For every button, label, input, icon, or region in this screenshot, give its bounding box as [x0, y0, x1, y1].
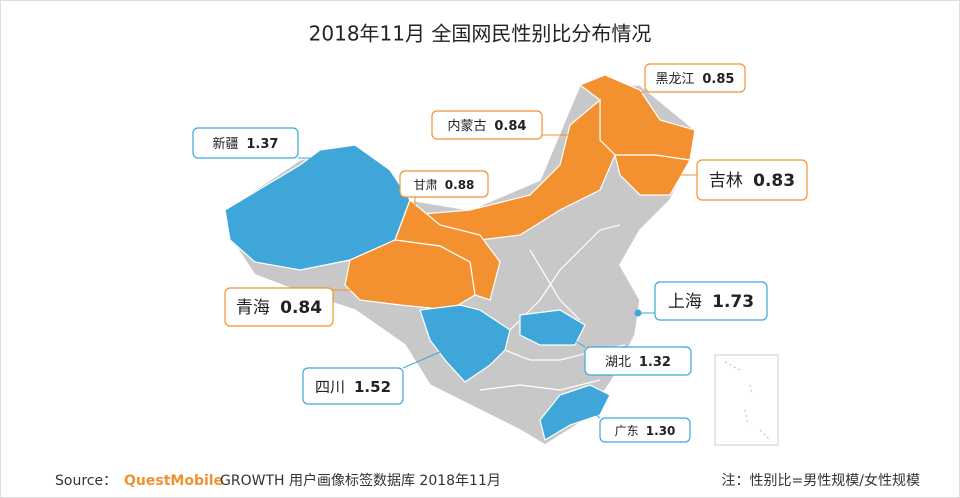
value-label: 1.52	[354, 378, 391, 396]
value-label: 1.30	[646, 424, 676, 438]
callout-pointer	[402, 351, 441, 369]
callout-pointer	[564, 334, 586, 348]
inset-islands	[724, 361, 771, 441]
value-label: 0.83	[753, 171, 795, 191]
chart-title: 2018年11月 全国网民性别比分布情况	[309, 22, 652, 46]
region-name: 新疆	[213, 136, 239, 152]
value-label: 0.84	[280, 298, 322, 318]
region-name: 吉林	[709, 171, 743, 191]
callout-label: 黑龙江 0.85	[656, 72, 735, 87]
callout-label: 新疆 1.37	[213, 136, 279, 152]
value-label: 1.32	[639, 355, 671, 370]
inset-south-sea	[714, 354, 779, 446]
callout-label: 湖北 1.32	[605, 355, 671, 370]
province-borders	[509, 224, 621, 331]
callout-label: 上海 1.73	[668, 292, 754, 312]
callout-box	[696, 159, 808, 201]
source-text: GROWTH 用户画像标签数据库 2018年11月	[220, 472, 501, 489]
province-region	[344, 239, 476, 311]
province-borders	[529, 249, 581, 321]
region-name: 甘肃	[414, 178, 438, 192]
callout-label: 广东 1.30	[615, 424, 676, 438]
region-name: 广东	[615, 424, 639, 438]
value-label: 1.37	[246, 137, 278, 152]
region-name: 青海	[236, 298, 270, 318]
value-label: 0.88	[445, 178, 475, 192]
callout-label: 内蒙古 0.84	[448, 118, 527, 134]
callout-box	[399, 170, 489, 198]
callout-label: 青海 0.84	[236, 298, 322, 318]
note: 注：性别比=男性规模/女性规模	[722, 472, 920, 489]
region-name: 上海	[668, 292, 702, 312]
province-region	[614, 154, 691, 196]
province-borders	[479, 379, 601, 391]
province-region	[519, 309, 586, 346]
province-region	[409, 98, 616, 241]
callout-pointer	[589, 409, 601, 419]
callout-label: 吉林 0.83	[709, 171, 795, 191]
callout-box	[224, 287, 334, 327]
region-name: 湖北	[605, 355, 631, 370]
value-label: 0.85	[702, 72, 734, 87]
callout-label: 甘肃 0.88	[414, 178, 475, 192]
region-name: 四川	[315, 378, 345, 396]
source-brand: QuestMobile	[124, 473, 223, 489]
callout-label: 四川 1.52	[315, 378, 391, 396]
callout-box	[192, 127, 299, 159]
region-name: 内蒙古	[448, 118, 487, 134]
inset-frame	[714, 354, 779, 446]
value-label: 0.84	[494, 119, 526, 134]
province-region	[539, 384, 611, 441]
callout-box	[431, 110, 543, 140]
callout-box	[644, 63, 746, 93]
region-name: 黑龙江	[656, 72, 695, 87]
source-label: Source：	[55, 473, 117, 489]
callout-box	[302, 367, 404, 405]
callout-pointer	[624, 91, 646, 96]
callout-box	[599, 417, 691, 443]
value-label: 1.73	[712, 292, 754, 312]
callout-box	[584, 346, 692, 376]
province-region	[419, 304, 511, 383]
callout-box	[654, 281, 768, 321]
